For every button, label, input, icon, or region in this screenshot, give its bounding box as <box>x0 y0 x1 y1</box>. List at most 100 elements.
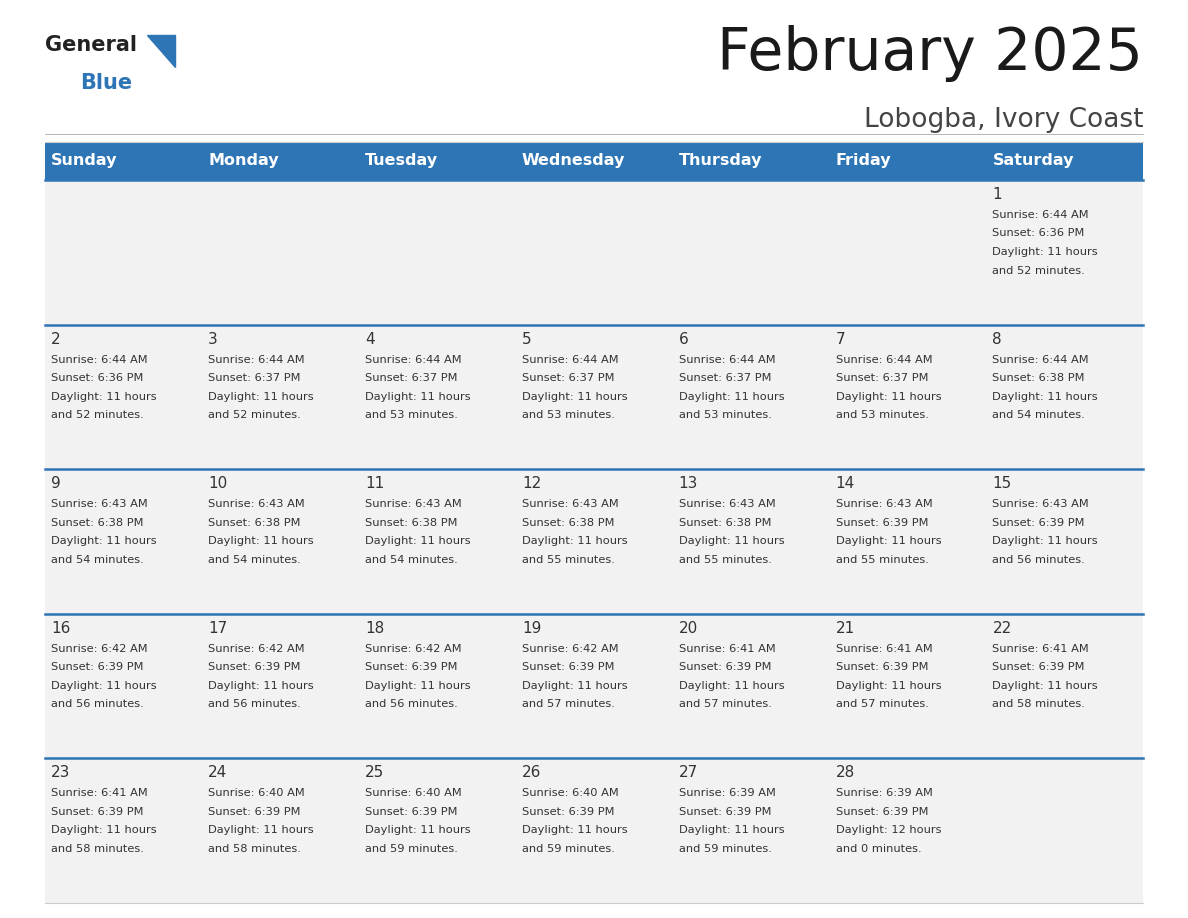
Text: Sunset: 6:38 PM: Sunset: 6:38 PM <box>51 518 144 528</box>
Text: Sunrise: 6:39 AM: Sunrise: 6:39 AM <box>835 789 933 799</box>
Text: Sunset: 6:38 PM: Sunset: 6:38 PM <box>208 518 301 528</box>
Text: Sunrise: 6:42 AM: Sunrise: 6:42 AM <box>51 644 147 654</box>
Text: Sunset: 6:39 PM: Sunset: 6:39 PM <box>522 807 614 817</box>
Text: Daylight: 11 hours: Daylight: 11 hours <box>992 247 1098 257</box>
Text: Daylight: 11 hours: Daylight: 11 hours <box>365 825 470 835</box>
Text: Daylight: 11 hours: Daylight: 11 hours <box>51 536 157 546</box>
Text: February 2025: February 2025 <box>718 25 1143 82</box>
Text: and 55 minutes.: and 55 minutes. <box>835 554 929 565</box>
Text: 1: 1 <box>992 187 1001 202</box>
Text: Sunset: 6:39 PM: Sunset: 6:39 PM <box>835 662 928 672</box>
Text: Sunrise: 6:41 AM: Sunrise: 6:41 AM <box>992 644 1089 654</box>
Text: Sunrise: 6:44 AM: Sunrise: 6:44 AM <box>992 354 1089 364</box>
Text: 8: 8 <box>992 331 1001 347</box>
Text: Sunrise: 6:43 AM: Sunrise: 6:43 AM <box>678 499 776 509</box>
Text: and 0 minutes.: and 0 minutes. <box>835 844 921 854</box>
Text: Sunrise: 6:44 AM: Sunrise: 6:44 AM <box>365 354 462 364</box>
Text: Sunrise: 6:40 AM: Sunrise: 6:40 AM <box>365 789 462 799</box>
Text: Daylight: 11 hours: Daylight: 11 hours <box>992 681 1098 691</box>
Bar <box>45 469 1143 614</box>
Polygon shape <box>147 35 175 67</box>
Text: Sunrise: 6:40 AM: Sunrise: 6:40 AM <box>522 789 619 799</box>
Text: 28: 28 <box>835 766 855 780</box>
Text: Sunrise: 6:44 AM: Sunrise: 6:44 AM <box>51 354 147 364</box>
Text: Daylight: 11 hours: Daylight: 11 hours <box>208 681 314 691</box>
Text: 13: 13 <box>678 476 699 491</box>
Text: and 52 minutes.: and 52 minutes. <box>208 410 301 420</box>
Text: Daylight: 11 hours: Daylight: 11 hours <box>365 681 470 691</box>
Text: Daylight: 11 hours: Daylight: 11 hours <box>678 825 784 835</box>
Text: Daylight: 11 hours: Daylight: 11 hours <box>678 392 784 401</box>
Text: Sunset: 6:38 PM: Sunset: 6:38 PM <box>992 373 1085 383</box>
Text: Sunset: 6:39 PM: Sunset: 6:39 PM <box>992 518 1085 528</box>
Text: 14: 14 <box>835 476 855 491</box>
Text: Daylight: 12 hours: Daylight: 12 hours <box>835 825 941 835</box>
Text: and 54 minutes.: and 54 minutes. <box>365 554 457 565</box>
Text: Daylight: 11 hours: Daylight: 11 hours <box>51 825 157 835</box>
Bar <box>45 142 1143 180</box>
Text: Sunset: 6:39 PM: Sunset: 6:39 PM <box>365 807 457 817</box>
Text: 15: 15 <box>992 476 1012 491</box>
Text: 18: 18 <box>365 621 384 636</box>
Text: Daylight: 11 hours: Daylight: 11 hours <box>51 681 157 691</box>
Text: Daylight: 11 hours: Daylight: 11 hours <box>835 392 941 401</box>
Text: Sunset: 6:37 PM: Sunset: 6:37 PM <box>678 373 771 383</box>
Text: 27: 27 <box>678 766 699 780</box>
Text: and 59 minutes.: and 59 minutes. <box>365 844 457 854</box>
Text: 16: 16 <box>51 621 70 636</box>
Text: Sunrise: 6:41 AM: Sunrise: 6:41 AM <box>835 644 933 654</box>
Text: Sunset: 6:39 PM: Sunset: 6:39 PM <box>51 807 144 817</box>
Text: Daylight: 11 hours: Daylight: 11 hours <box>208 536 314 546</box>
Text: Sunset: 6:37 PM: Sunset: 6:37 PM <box>208 373 301 383</box>
Text: Sunset: 6:39 PM: Sunset: 6:39 PM <box>835 807 928 817</box>
Text: Sunrise: 6:44 AM: Sunrise: 6:44 AM <box>835 354 933 364</box>
Text: Sunrise: 6:41 AM: Sunrise: 6:41 AM <box>678 644 776 654</box>
Bar <box>45 325 1143 469</box>
Text: Saturday: Saturday <box>992 153 1074 169</box>
Text: 12: 12 <box>522 476 541 491</box>
Text: 24: 24 <box>208 766 227 780</box>
Text: and 53 minutes.: and 53 minutes. <box>678 410 771 420</box>
Text: 26: 26 <box>522 766 542 780</box>
Text: Tuesday: Tuesday <box>365 153 438 169</box>
Text: and 59 minutes.: and 59 minutes. <box>678 844 771 854</box>
Text: Sunset: 6:39 PM: Sunset: 6:39 PM <box>365 662 457 672</box>
Text: Sunset: 6:39 PM: Sunset: 6:39 PM <box>522 662 614 672</box>
Text: 22: 22 <box>992 621 1012 636</box>
Text: and 52 minutes.: and 52 minutes. <box>51 410 144 420</box>
Text: Sunset: 6:38 PM: Sunset: 6:38 PM <box>522 518 614 528</box>
Text: and 56 minutes.: and 56 minutes. <box>208 700 301 710</box>
Text: 6: 6 <box>678 331 689 347</box>
Text: Daylight: 11 hours: Daylight: 11 hours <box>522 536 627 546</box>
Text: Daylight: 11 hours: Daylight: 11 hours <box>208 825 314 835</box>
Text: Sunrise: 6:41 AM: Sunrise: 6:41 AM <box>51 789 148 799</box>
Text: Daylight: 11 hours: Daylight: 11 hours <box>522 681 627 691</box>
Text: Sunset: 6:37 PM: Sunset: 6:37 PM <box>365 373 457 383</box>
Text: General: General <box>45 35 137 55</box>
Text: and 58 minutes.: and 58 minutes. <box>51 844 144 854</box>
Text: 9: 9 <box>51 476 61 491</box>
Text: Sunset: 6:39 PM: Sunset: 6:39 PM <box>992 662 1085 672</box>
Text: and 56 minutes.: and 56 minutes. <box>51 700 144 710</box>
Text: and 53 minutes.: and 53 minutes. <box>522 410 614 420</box>
Text: Blue: Blue <box>80 73 132 93</box>
Text: 17: 17 <box>208 621 227 636</box>
Text: and 53 minutes.: and 53 minutes. <box>365 410 457 420</box>
Text: 4: 4 <box>365 331 374 347</box>
Text: Lobogba, Ivory Coast: Lobogba, Ivory Coast <box>864 107 1143 133</box>
Text: Daylight: 11 hours: Daylight: 11 hours <box>992 536 1098 546</box>
Text: and 53 minutes.: and 53 minutes. <box>835 410 929 420</box>
Text: Sunrise: 6:44 AM: Sunrise: 6:44 AM <box>992 210 1089 220</box>
Text: Monday: Monday <box>208 153 279 169</box>
Text: and 58 minutes.: and 58 minutes. <box>992 700 1086 710</box>
Text: 19: 19 <box>522 621 542 636</box>
Text: Sunrise: 6:43 AM: Sunrise: 6:43 AM <box>208 499 305 509</box>
Text: and 56 minutes.: and 56 minutes. <box>992 554 1085 565</box>
Text: Sunrise: 6:43 AM: Sunrise: 6:43 AM <box>835 499 933 509</box>
Text: and 57 minutes.: and 57 minutes. <box>835 700 929 710</box>
Text: and 54 minutes.: and 54 minutes. <box>992 410 1085 420</box>
Text: and 54 minutes.: and 54 minutes. <box>208 554 301 565</box>
Text: Sunrise: 6:40 AM: Sunrise: 6:40 AM <box>208 789 305 799</box>
Text: and 54 minutes.: and 54 minutes. <box>51 554 144 565</box>
Text: 11: 11 <box>365 476 384 491</box>
